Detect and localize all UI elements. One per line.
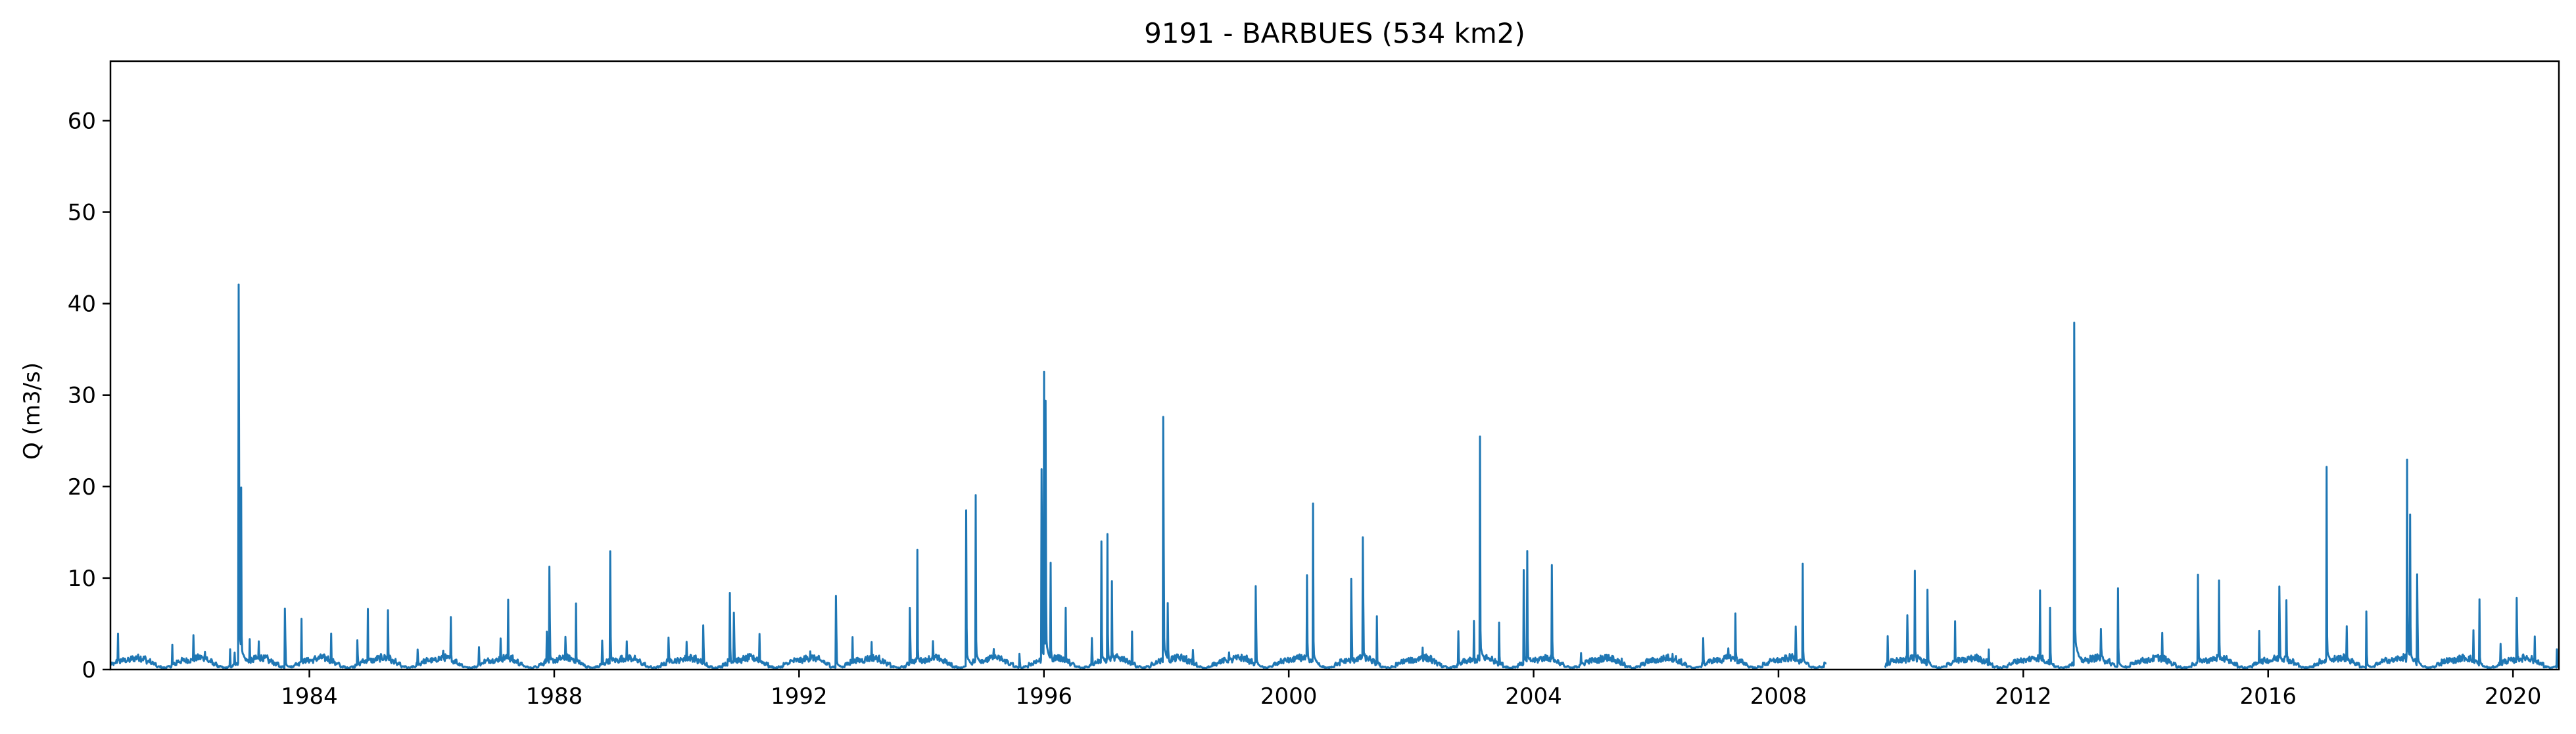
- y-tick-label: 40: [68, 291, 96, 318]
- y-tick-label: 20: [68, 474, 96, 501]
- x-axis: 1984 1988 1992 1996 2000 2004 2008 2012 2016 2020: [281, 670, 2541, 710]
- x-tick-label: 2012: [1995, 683, 2052, 710]
- x-tick-label: 2000: [1260, 683, 1318, 710]
- x-tick-label: 2016: [2239, 683, 2297, 710]
- x-tick-label: 1996: [1015, 683, 1072, 710]
- x-tick-label: 2004: [1505, 683, 1562, 710]
- y-tick-label: 30: [68, 383, 96, 409]
- x-tick-label: 1984: [281, 683, 338, 710]
- y-axis: 0 10 20 30 40 50 60: [68, 108, 110, 683]
- x-tick-label: 2008: [1750, 683, 1807, 710]
- x-tick-label: 1992: [771, 683, 828, 710]
- y-axis-label: Q (m3/s): [19, 362, 45, 460]
- x-tick-label: 2020: [2485, 683, 2542, 710]
- y-tick-label: 50: [68, 200, 96, 226]
- discharge-series-line: [110, 283, 2559, 670]
- y-tick-label: 10: [68, 566, 96, 592]
- chart-title: 9191 - BARBUES (534 km2): [1144, 17, 1525, 49]
- y-tick-label: 0: [82, 657, 96, 683]
- y-tick-label: 60: [68, 108, 96, 134]
- plot-frame: [109, 60, 2560, 671]
- x-tick-label: 1988: [526, 683, 583, 710]
